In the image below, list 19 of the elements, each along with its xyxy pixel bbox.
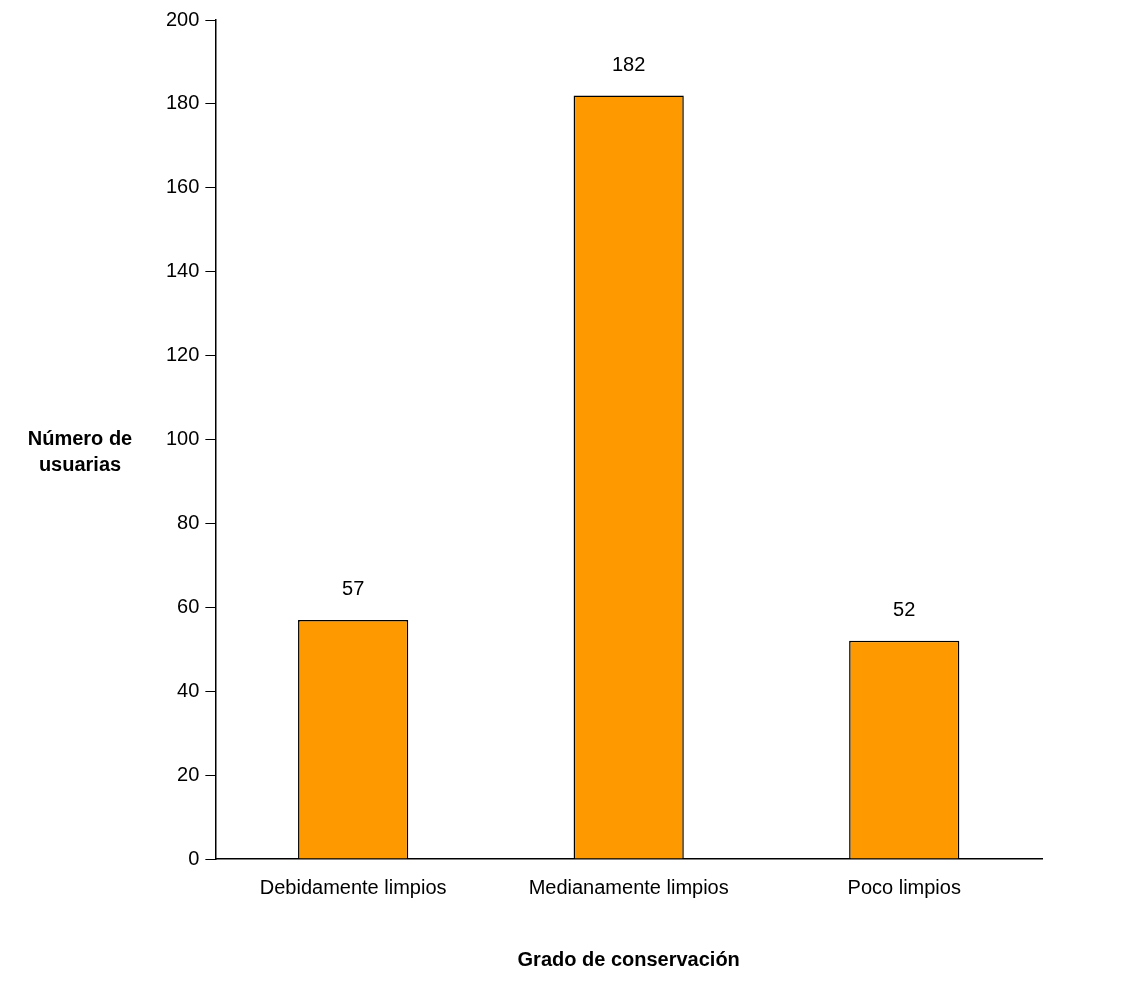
y-tick-label: 140 — [165, 259, 200, 282]
y-tick-label: 180 — [165, 91, 200, 114]
y-tick-label: 60 — [177, 594, 200, 617]
y-tick-label: 80 — [177, 510, 200, 533]
y-tick-label: 160 — [165, 175, 200, 198]
y-tick-label: 200 — [165, 7, 200, 30]
x-tick-label: Medianamente limpios — [528, 875, 729, 898]
data-label: 182 — [612, 53, 646, 76]
data-label: 52 — [893, 598, 916, 621]
y-tick-label: 120 — [165, 343, 200, 366]
x-tick-label: Debidamente limpios — [259, 875, 447, 898]
x-tick-label: Poco limpios — [847, 875, 961, 898]
y-tick-label: 0 — [188, 846, 200, 869]
x-axis-title: Grado de conservación — [517, 947, 740, 970]
y-tick-label: 20 — [177, 762, 200, 785]
y-axis-title: Número de usuarias — [27, 427, 133, 476]
y-tick-label: 100 — [165, 427, 200, 450]
data-label: 57 — [342, 577, 365, 600]
y-tick-label: 40 — [177, 678, 200, 701]
